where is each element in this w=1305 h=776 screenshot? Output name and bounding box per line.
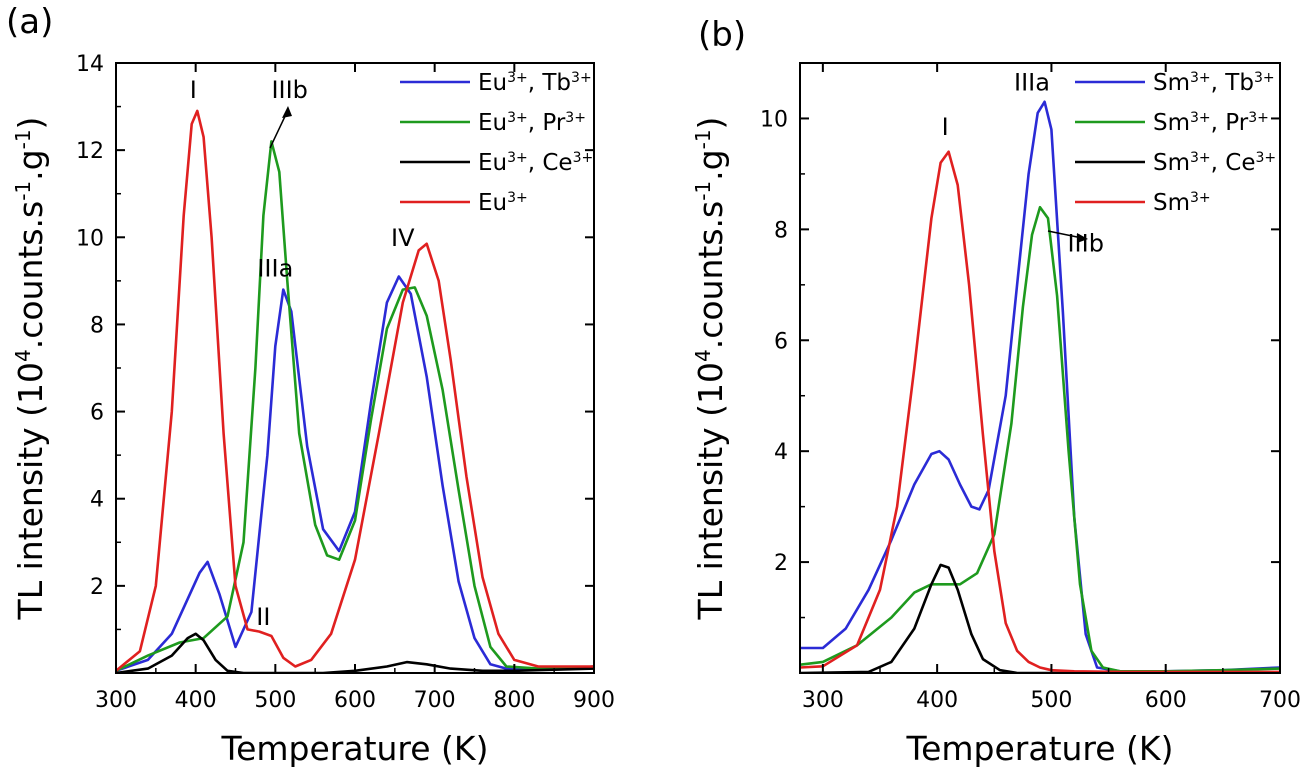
chart-panel-b: 300 400 500 600 700 2 4 6 8 10 (b) Temperature (K) T… [691,15,1301,768]
y-axis-label: TL intensity (104.counts.s-1.g-1) [11,117,50,621]
x-tick-label: 300 [95,688,137,713]
x-tick-label: 600 [334,688,376,713]
arrow-head [1077,233,1088,243]
y-axis-label: TL intensity (104.counts.s-1.g-1) [691,117,730,621]
series-line-2 [800,205,1280,673]
y-tick-label: 4 [90,488,104,513]
x-tick-label: 800 [493,688,535,713]
y-tick-label: 8 [774,218,788,243]
peak-annotation: IIIa [257,255,293,283]
peak-annotation: II [256,603,270,631]
legend-label: Sm3+ [1153,190,1211,216]
legend-label: Sm3+, Ce3+ [1153,150,1276,176]
legend-label: Eu3+, Tb3+ [478,70,592,96]
legend-label: Eu3+, Pr3+ [478,110,586,136]
panel-label: (b) [698,15,746,55]
legend-label: Sm3+, Tb3+ [1153,70,1275,96]
x-tick-label: 700 [414,688,456,713]
series-line-1 [116,275,594,673]
plot-frame [799,62,1281,674]
annotation-arrow [1047,230,1083,239]
plot-area [800,100,1280,673]
y-tick-label: 10 [76,226,104,251]
y-tick-label: 4 [774,440,788,465]
peak-annotation: I [190,76,197,104]
plot-area [116,109,594,673]
y-tick-label: 12 [76,139,104,164]
peak-annotation: IV [391,224,415,252]
x-tick-label: 500 [1030,688,1072,713]
series-line-1 [800,100,1280,673]
x-tick-label: 600 [1145,688,1187,713]
y-tick-label: 14 [76,52,104,77]
y-tick-label: 2 [774,551,788,576]
x-axis-label: Temperature (K) [906,729,1174,768]
series-line-4 [800,150,1280,673]
legend-label: Eu3+, Ce3+ [478,150,593,176]
series-line-4 [116,109,594,672]
x-tick-label: 400 [175,688,217,713]
x-tick-label: 700 [1259,688,1301,713]
x-axis-label: Temperature (K) [221,729,489,768]
chart-panel-a: 300 400 500 600 700 800 900 2 4 6 8 10 12 14 (a) Temper… [6,2,615,768]
arrow-head [282,106,292,118]
series-line-2 [116,140,594,672]
panel-label: (a) [6,2,53,42]
y-tick-label: 2 [90,575,104,600]
y-tick-label: 6 [90,401,104,426]
legend-label: Sm3+, Pr3+ [1153,110,1269,136]
y-tick-label: 10 [760,107,788,132]
peak-annotation: IIIb [1067,230,1103,258]
peak-annotation: I [942,113,949,141]
legend-label: Eu3+ [478,190,528,216]
x-tick-label: 900 [573,688,615,713]
series-line-3 [116,632,594,673]
peak-annotation: IIIb [271,76,307,104]
y-tick-label: 6 [774,329,788,354]
y-tick-label: 8 [90,313,104,338]
peak-annotation: IIIa [1014,69,1050,97]
x-tick-label: 400 [916,688,958,713]
x-tick-label: 500 [254,688,296,713]
x-tick-label: 300 [802,688,844,713]
series-line-3 [800,563,1280,673]
